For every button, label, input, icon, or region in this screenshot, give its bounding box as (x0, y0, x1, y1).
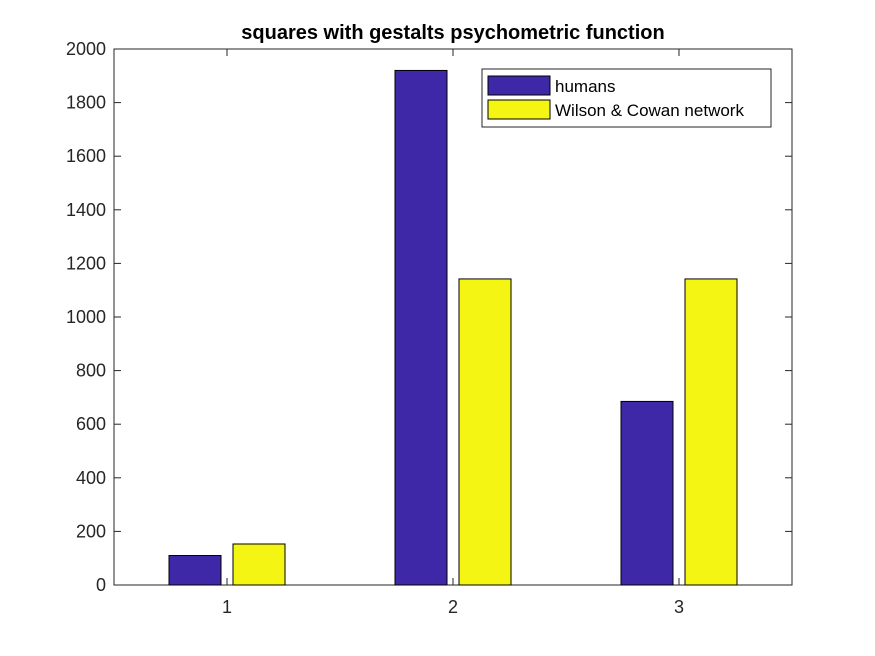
y-tick-label: 1600 (66, 146, 106, 166)
y-tick-label: 1400 (66, 200, 106, 220)
x-tick-label: 2 (448, 597, 458, 617)
chart-title: squares with gestalts psychometric funct… (241, 22, 664, 44)
legend: humans Wilson & Cowan network (481, 68, 772, 128)
legend-swatch (487, 75, 551, 96)
bar-humans-1 (168, 555, 222, 586)
axes-box (113, 48, 793, 586)
bar-humans-3 (620, 400, 674, 586)
bar-network-3 (684, 278, 738, 586)
bar-network-2 (458, 278, 512, 586)
x-tick-label: 3 (674, 597, 684, 617)
bar-network-1 (232, 543, 286, 586)
legend-swatch (487, 99, 551, 120)
y-tick-label: 1800 (66, 93, 106, 113)
plot-area: 0 200 400 600 800 1000 1200 1400 1600 1800 2000 1 2 3 (66, 39, 793, 617)
y-tick-label: 400 (76, 468, 106, 488)
y-tick-label: 2000 (66, 39, 106, 59)
legend-label: humans (555, 77, 615, 96)
x-tick-label: 1 (222, 597, 232, 617)
y-tick-label: 1200 (66, 253, 106, 273)
legend-label: Wilson & Cowan network (555, 101, 744, 120)
y-tick-label: 200 (76, 521, 106, 541)
y-tick-label: 0 (96, 575, 106, 595)
bar-humans-2 (394, 69, 448, 586)
y-tick-label: 800 (76, 361, 106, 381)
y-tick-label: 1000 (66, 307, 106, 327)
y-tick-label: 600 (76, 414, 106, 434)
